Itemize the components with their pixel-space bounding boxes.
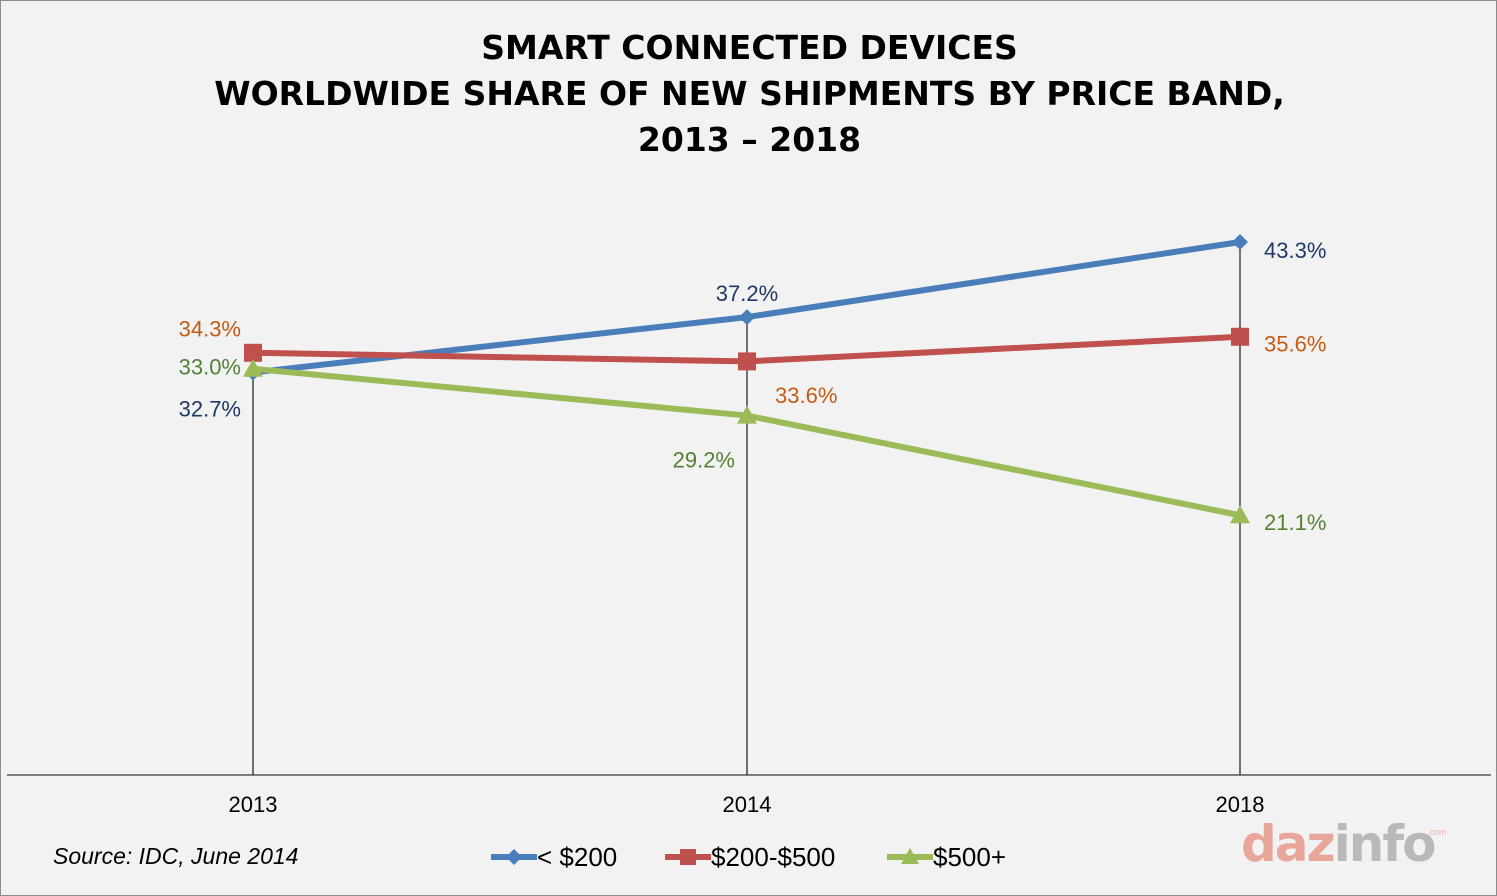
- data-point-s2-2013: [243, 358, 263, 377]
- data-label-s1-2014: 33.6%: [775, 383, 837, 408]
- data-label-s1-2018: 35.6%: [1264, 332, 1326, 357]
- data-label-s0-2013: 32.7%: [179, 396, 241, 421]
- data-point-s1-2018: [1231, 327, 1249, 346]
- legend-triangle-marker: [901, 848, 919, 864]
- data-label-s0-2018: 43.3%: [1264, 238, 1326, 263]
- data-label-s2-2014: 29.2%: [673, 447, 735, 472]
- x-tick-label-2018: 2018: [1216, 792, 1265, 817]
- legend-label-500-plus: $500+: [933, 842, 1007, 872]
- legend-swatch-square: [665, 849, 711, 865]
- data-point-s2-2014: [737, 405, 757, 424]
- legend-diamond-marker: [506, 849, 522, 865]
- legend-label-under-200: < $200: [537, 842, 618, 872]
- title-line-2: WORLDWIDE SHARE OF NEW SHIPMENTS BY PRIC…: [214, 74, 1285, 113]
- data-point-s1-2013: [244, 343, 262, 362]
- x-tick-label-2013: 2013: [229, 792, 278, 817]
- title-line-1: SMART CONNECTED DEVICES: [481, 28, 1018, 67]
- legend-swatch-triangle: [887, 848, 933, 864]
- legend-swatch-diamond: [491, 849, 537, 865]
- logo-wordmark: dazinfo: [1241, 815, 1436, 873]
- data-label-s0-2014: 37.2%: [716, 281, 778, 306]
- dazeinfo-logo: dazinfo .com: [1241, 815, 1471, 885]
- data-point-s1-2014: [738, 352, 756, 371]
- source-note: Source: IDC, June 2014: [53, 843, 299, 869]
- title-line-3: 2013 – 2018: [637, 120, 862, 159]
- x-tick-label-2014: 2014: [723, 792, 772, 817]
- data-label-s1-2013: 34.3%: [179, 317, 241, 342]
- chart-title: SMART CONNECTED DEVICES WORLDWIDE SHARE …: [1, 25, 1497, 163]
- logo-domain: .com: [1427, 827, 1447, 837]
- data-point-s0-2014: [739, 309, 755, 326]
- data-label-s2-2018: 21.1%: [1264, 510, 1326, 535]
- legend-label-200-500: $200-$500: [711, 842, 836, 872]
- legend-square-marker: [680, 849, 696, 865]
- data-point-s0-2018: [1232, 234, 1248, 250]
- data-label-s2-2013: 33.0%: [179, 355, 241, 380]
- data-point-s2-2018: [1230, 505, 1250, 524]
